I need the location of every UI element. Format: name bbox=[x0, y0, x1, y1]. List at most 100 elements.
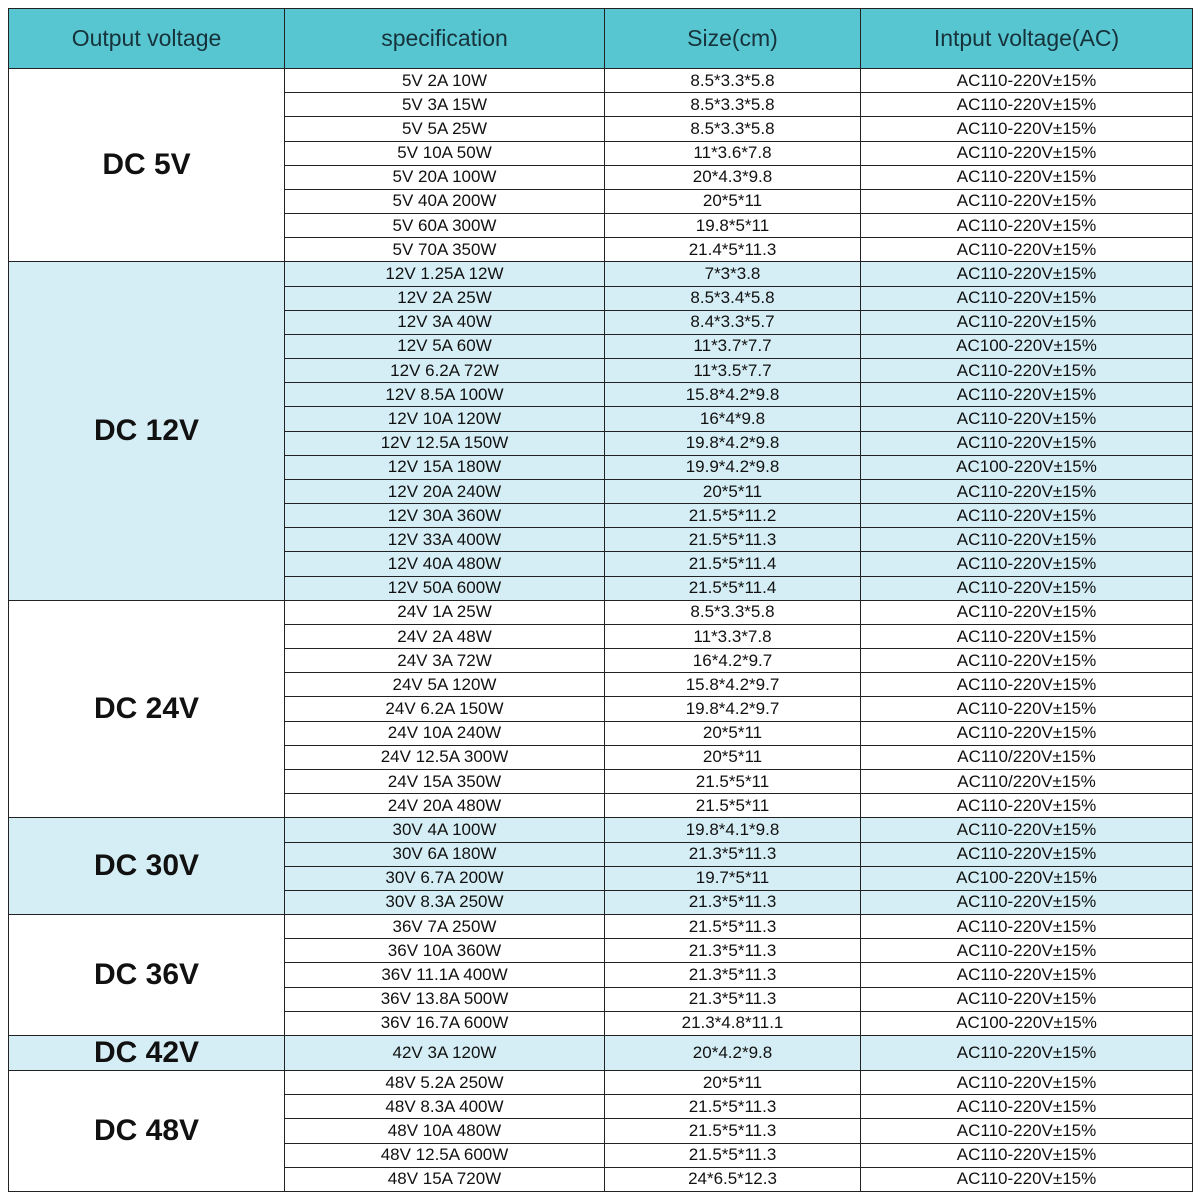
size-cell: 21.5*5*11 bbox=[604, 793, 861, 819]
table-row: 12V 30A 360W 21.5*5*11.2 AC110-220V±15% bbox=[9, 503, 1193, 529]
specification-cell: 24V 3A 72W bbox=[284, 648, 605, 674]
size-cell: 21.5*5*11.4 bbox=[604, 575, 861, 601]
specification-cell: 5V 40A 200W bbox=[284, 188, 605, 215]
size-cell: 21.3*5*11.3 bbox=[604, 962, 861, 988]
table-row: 48V 10A 480W 21.5*5*11.3 AC110-220V±15% bbox=[9, 1118, 1193, 1144]
input-voltage-cell: AC110-220V±15% bbox=[860, 213, 1193, 239]
size-cell: 21.5*5*11.3 bbox=[604, 1094, 861, 1120]
size-cell: 21.3*5*11.3 bbox=[604, 841, 861, 867]
table-row: 5V 60A 300W 19.8*5*11 AC110-220V±15% bbox=[9, 213, 1193, 239]
specification-cell: 30V 6A 180W bbox=[284, 841, 605, 867]
table-row: 36V 13.8A 500W 21.3*5*11.3 AC110-220V±15% bbox=[9, 986, 1193, 1012]
specification-cell: 12V 5A 60W bbox=[284, 333, 605, 360]
input-voltage-cell: AC110-220V±15% bbox=[860, 1070, 1193, 1096]
group-label-dc-24v: DC 24V bbox=[8, 599, 285, 819]
table-row: 30V 8.3A 250W 21.3*5*11.3 AC110-220V±15% bbox=[9, 889, 1193, 916]
table-row: 30V 6A 180W 21.3*5*11.3 AC110-220V±15% bbox=[9, 841, 1193, 867]
group-label-dc-12v: DC 12V bbox=[8, 261, 285, 601]
specification-cell: 12V 50A 600W bbox=[284, 575, 605, 601]
group-label-dc-30v: DC 30V bbox=[8, 817, 285, 916]
size-cell: 20*5*11 bbox=[604, 188, 861, 215]
size-cell: 8.4*3.3*5.7 bbox=[604, 309, 861, 335]
size-cell: 8.5*3.3*5.8 bbox=[604, 599, 861, 625]
table-row: 36V 16.7A 600W 21.3*4.8*11.1 AC100-220V±15… bbox=[9, 1010, 1193, 1036]
specification-cell: 5V 20A 100W bbox=[284, 164, 605, 190]
specification-cell: 12V 15A 180W bbox=[284, 454, 605, 480]
specification-cell: 30V 4A 100W bbox=[284, 817, 605, 843]
input-voltage-cell: AC110-220V±15% bbox=[860, 67, 1193, 94]
size-cell: 21.5*5*11.4 bbox=[604, 551, 861, 577]
input-voltage-cell: AC110/220V±15% bbox=[860, 768, 1193, 795]
table-row: 5V 10A 50W 11*3.6*7.8 AC110-220V±15% bbox=[9, 140, 1193, 166]
specification-cell: 12V 10A 120W bbox=[284, 406, 605, 432]
input-voltage-cell: AC110-220V±15% bbox=[860, 623, 1193, 650]
specification-cell: 24V 20A 480W bbox=[284, 793, 605, 819]
size-cell: 21.5*5*11.3 bbox=[604, 527, 861, 553]
table-row: 24V 5A 120W 15.8*4.2*9.7 AC110-220V±15% bbox=[9, 672, 1193, 698]
specification-cell: 24V 10A 240W bbox=[284, 720, 605, 746]
specification-cell: 5V 60A 300W bbox=[284, 213, 605, 239]
input-voltage-cell: AC100-220V±15% bbox=[860, 454, 1193, 480]
header-input-voltage: Intput voltage(AC) bbox=[860, 8, 1193, 69]
size-cell: 21.3*5*11.3 bbox=[604, 986, 861, 1012]
size-cell: 16*4.2*9.7 bbox=[604, 648, 861, 674]
specification-cell: 36V 13.8A 500W bbox=[284, 986, 605, 1012]
size-cell: 11*3.5*7.7 bbox=[604, 358, 861, 384]
specification-cell: 36V 11.1A 400W bbox=[284, 962, 605, 988]
size-cell: 7*3*3.8 bbox=[604, 261, 861, 287]
specification-cell: 12V 2A 25W bbox=[284, 285, 605, 311]
size-cell: 21.5*5*11.2 bbox=[604, 503, 861, 529]
input-voltage-cell: AC110-220V±15% bbox=[860, 188, 1193, 215]
table-row: 12V 33A 400W 21.5*5*11.3 AC110-220V±15% bbox=[9, 527, 1193, 553]
size-cell: 19.8*4.2*9.8 bbox=[604, 430, 861, 456]
input-voltage-cell: AC110-220V±15% bbox=[860, 962, 1193, 988]
size-cell: 21.5*5*11.3 bbox=[604, 914, 861, 940]
input-voltage-cell: AC110-220V±15% bbox=[860, 261, 1193, 287]
specification-cell: 30V 6.7A 200W bbox=[284, 865, 605, 891]
input-voltage-cell: AC110-220V±15% bbox=[860, 527, 1193, 553]
input-voltage-cell: AC110-220V±15% bbox=[860, 720, 1193, 746]
input-voltage-cell: AC110/220V±15% bbox=[860, 744, 1193, 770]
input-voltage-cell: AC110-220V±15% bbox=[860, 140, 1193, 166]
specification-cell: 24V 12.5A 300W bbox=[284, 744, 605, 770]
size-cell: 19.8*5*11 bbox=[604, 213, 861, 239]
input-voltage-cell: AC110-220V±15% bbox=[860, 1166, 1193, 1193]
table-row: DC 12V 12V 1.25A 12W 7*3*3.8 AC110-220V±15% bbox=[8, 261, 1193, 601]
table-row: 48V 15A 720W 24*6.5*12.3 AC110-220V±15% bbox=[9, 1166, 1193, 1193]
size-cell: 21.3*5*11.3 bbox=[604, 889, 861, 916]
size-cell: 20*5*11 bbox=[604, 720, 861, 746]
size-cell: 15.8*4.2*9.8 bbox=[604, 382, 861, 408]
table-row: 12V 3A 40W 8.4*3.3*5.7 AC110-220V±15% bbox=[9, 309, 1193, 335]
size-cell: 20*5*11 bbox=[604, 478, 861, 505]
input-voltage-cell: AC110-220V±15% bbox=[860, 478, 1193, 505]
specification-cell: 12V 1.25A 12W bbox=[284, 261, 605, 287]
specification-cell: 48V 12.5A 600W bbox=[284, 1142, 605, 1168]
input-voltage-cell: AC110-220V±15% bbox=[860, 430, 1193, 456]
specification-cell: 48V 10A 480W bbox=[284, 1118, 605, 1144]
specification-cell: 5V 10A 50W bbox=[284, 140, 605, 166]
input-voltage-cell: AC110-220V±15% bbox=[860, 793, 1193, 819]
specification-cell: 30V 8.3A 250W bbox=[284, 889, 605, 916]
table-row: 24V 15A 350W 21.5*5*11 AC110/220V±15% bbox=[9, 768, 1193, 795]
header-specification: specification bbox=[284, 8, 605, 69]
group-label-dc-5v: DC 5V bbox=[8, 67, 285, 263]
input-voltage-cell: AC110-220V±15% bbox=[860, 1094, 1193, 1120]
specification-cell: 42V 3A 120W bbox=[284, 1034, 605, 1072]
group-label-dc-48v: DC 48V bbox=[8, 1070, 285, 1192]
table-row: 36V 10A 360W 21.3*5*11.3 AC110-220V±15% bbox=[9, 938, 1193, 964]
input-voltage-cell: AC110-220V±15% bbox=[860, 116, 1193, 142]
input-voltage-cell: AC110-220V±15% bbox=[860, 406, 1193, 432]
table-row: 24V 10A 240W 20*5*11 AC110-220V±15% bbox=[9, 720, 1193, 746]
size-cell: 20*5*11 bbox=[604, 1070, 861, 1096]
table-row: 12V 8.5A 100W 15.8*4.2*9.8 AC110-220V±15% bbox=[9, 382, 1193, 408]
specification-cell: 48V 8.3A 400W bbox=[284, 1094, 605, 1120]
table-row: 24V 12.5A 300W 20*5*11 AC110/220V±15% bbox=[9, 744, 1193, 770]
table-row: 12V 12.5A 150W 19.8*4.2*9.8 AC110-220V±15% bbox=[9, 430, 1193, 456]
table-row: DC 36V 36V 7A 250W 21.5*5*11.3 AC110-220V±1… bbox=[8, 914, 1193, 1036]
input-voltage-cell: AC100-220V±15% bbox=[860, 333, 1193, 360]
table-row: 12V 2A 25W 8.5*3.4*5.8 AC110-220V±15% bbox=[9, 285, 1193, 311]
table-row: 12V 6.2A 72W 11*3.5*7.7 AC110-220V±15% bbox=[9, 358, 1193, 384]
specification-cell: 5V 70A 350W bbox=[284, 237, 605, 263]
input-voltage-cell: AC110-220V±15% bbox=[860, 1034, 1193, 1072]
size-cell: 11*3.3*7.8 bbox=[604, 623, 861, 650]
